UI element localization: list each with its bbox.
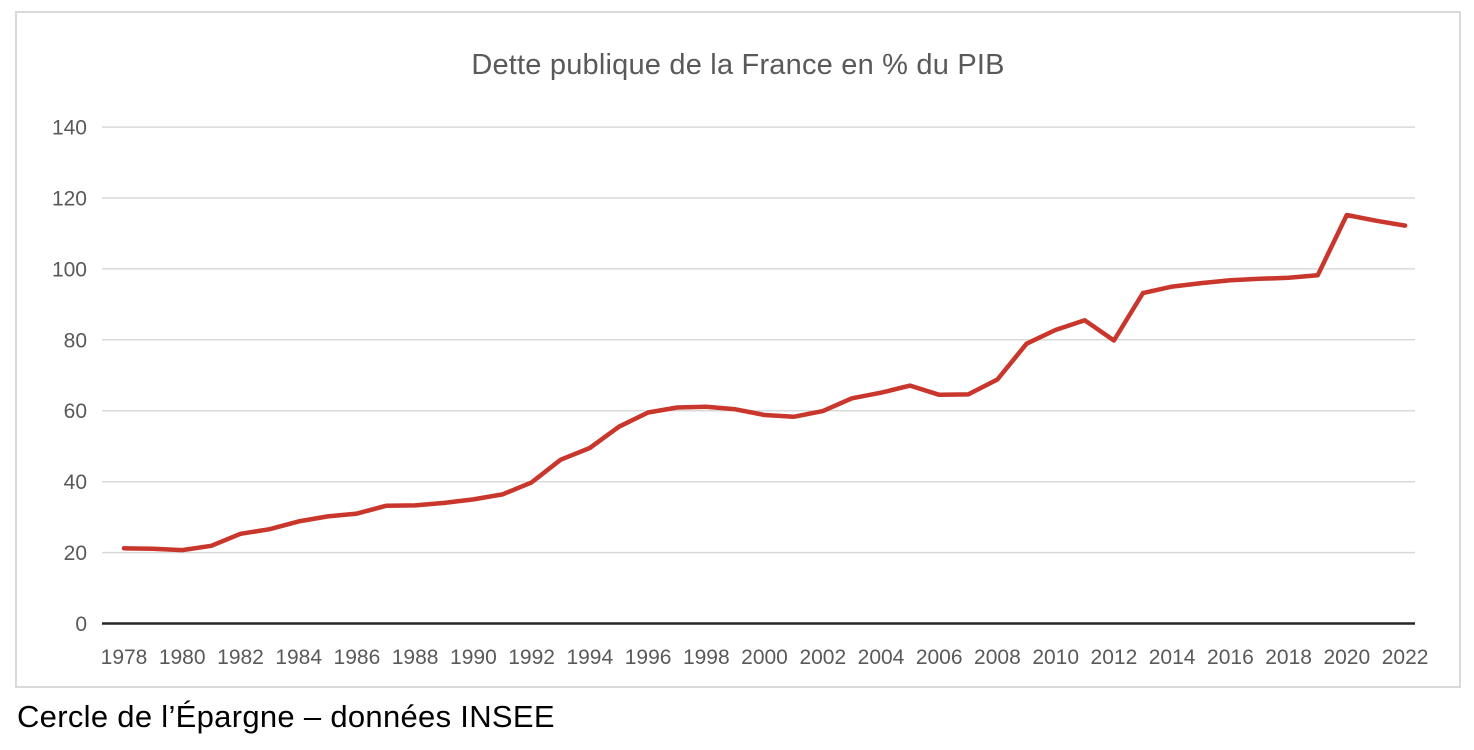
x-tick-label: 1992 [508,646,555,669]
source-caption: Cercle de l’Épargne – données INSEE [17,699,555,734]
x-tick-label: 2008 [974,646,1021,669]
x-tick-label: 2016 [1207,646,1254,669]
x-tick-label: 1990 [450,646,497,669]
debt-line-chart: 0 20 40 60 80 100 120 140 1978 1980 1982 1984 1986 19… [52,117,1429,669]
y-tick-label: 60 [64,400,87,423]
y-tick-label: 140 [52,117,87,140]
debt-series-line [121,212,1408,553]
x-tick-label: 2004 [858,646,905,669]
x-tick-label: 2022 [1382,646,1429,669]
x-tick-label: 2010 [1032,646,1079,669]
x-tick-label: 1980 [159,646,206,669]
y-tick-label: 120 [52,188,87,211]
chart-container: 0 20 40 60 80 100 120 140 1978 1980 1982 1984 1986 19… [15,11,1461,688]
x-tick-label: 2018 [1265,646,1312,669]
x-tick-label: 1978 [101,646,148,669]
x-tick-label: 2000 [741,646,788,669]
x-tick-label: 2020 [1323,646,1370,669]
x-tick-label: 2014 [1149,646,1196,669]
x-tick-label: 1998 [683,646,730,669]
y-tick-label: 100 [52,258,87,281]
x-tick-label: 2002 [799,646,846,669]
x-tick-label: 1984 [275,646,322,669]
y-tick-label: 20 [64,542,87,565]
x-tick-label: 1996 [625,646,672,669]
y-tick-label: 40 [64,471,87,494]
x-tick-label: 1986 [334,646,381,669]
chart-title: Dette publique de la France en % du PIB [471,49,1005,81]
x-tick-label: 1988 [392,646,439,669]
x-tick-label: 1982 [217,646,264,669]
y-tick-label: 80 [64,329,87,352]
x-tick-label: 2012 [1091,646,1138,669]
y-tick-label: 0 [75,613,87,636]
x-tick-label: 2006 [916,646,963,669]
x-tick-label: 1994 [566,646,613,669]
